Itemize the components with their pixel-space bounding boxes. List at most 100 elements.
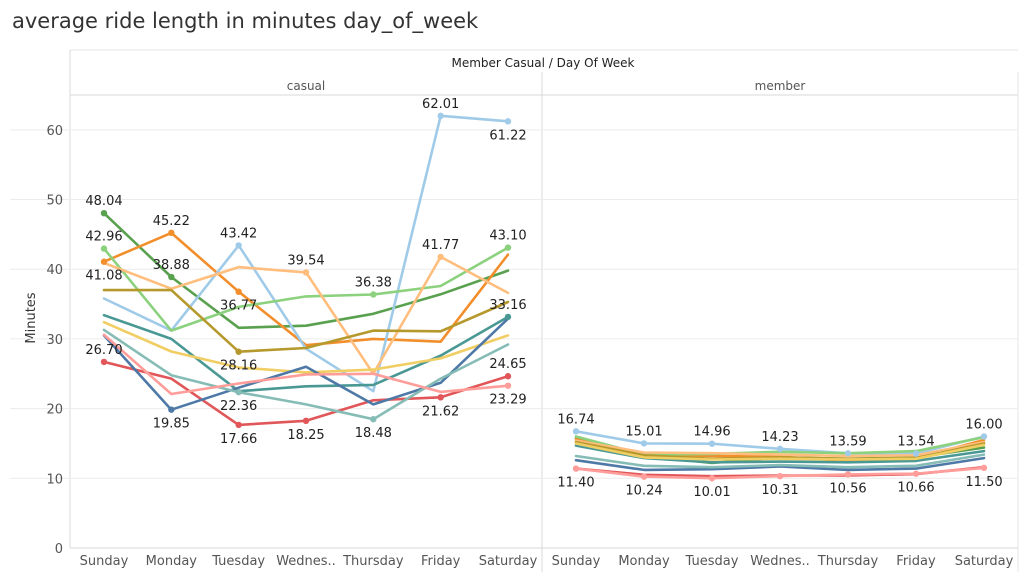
data-point bbox=[370, 416, 377, 423]
data-label: 61.22 bbox=[489, 128, 526, 143]
data-point bbox=[708, 440, 716, 447]
data-label: 39.54 bbox=[287, 253, 324, 268]
data-point bbox=[235, 421, 242, 429]
chart-title: average ride length in minutes day_of_we… bbox=[12, 9, 479, 33]
data-label: 11.50 bbox=[965, 475, 1002, 490]
data-point bbox=[912, 470, 920, 477]
data-point bbox=[100, 209, 108, 217]
series-line-member-10 bbox=[574, 453, 986, 469]
y-tick-label: 20 bbox=[46, 403, 63, 418]
data-point bbox=[504, 244, 512, 251]
data-point bbox=[235, 348, 242, 355]
data-label: 14.23 bbox=[761, 430, 798, 445]
panel-headers: casual member bbox=[287, 79, 806, 93]
data-label: 18.25 bbox=[287, 428, 324, 443]
series-line-casual-3 bbox=[102, 246, 510, 332]
data-label: 42.96 bbox=[85, 230, 122, 245]
data-label: 28.16 bbox=[220, 359, 257, 374]
data-label: 16.74 bbox=[557, 412, 594, 427]
data-point bbox=[168, 229, 175, 237]
data-point bbox=[302, 417, 310, 425]
y-tick-label: 50 bbox=[46, 194, 63, 209]
data-point bbox=[370, 291, 377, 298]
y-tick-label: 0 bbox=[55, 542, 63, 557]
x-axis-ticks: Sunday Monday Tuesday Wednes.. Thursday Frida… bbox=[80, 554, 1014, 569]
data-label: 43.42 bbox=[220, 226, 257, 241]
x-tick-label: Monday bbox=[618, 554, 670, 569]
data-label: 41.08 bbox=[85, 269, 122, 284]
y-axis-ticks: 0 10 20 30 40 50 60 bbox=[46, 124, 63, 557]
data-labels: 48.04 42.96 41.08 26.70 45.22 38.88 19.85 43.42… bbox=[85, 97, 1002, 500]
data-label: 24.65 bbox=[489, 357, 526, 372]
data-point bbox=[168, 406, 175, 413]
data-label: 15.01 bbox=[625, 424, 662, 439]
data-label: 10.01 bbox=[693, 485, 730, 500]
data-label: 21.62 bbox=[422, 404, 459, 419]
data-point bbox=[504, 118, 512, 125]
data-point bbox=[776, 472, 784, 480]
data-point bbox=[572, 465, 580, 472]
series-line-casual-10 bbox=[102, 328, 510, 421]
series-line-member-9 bbox=[574, 456, 986, 472]
data-label: 36.38 bbox=[355, 275, 392, 290]
data-point bbox=[235, 242, 242, 249]
series-line-casual-6 bbox=[102, 313, 510, 393]
panel-header-casual: casual bbox=[287, 79, 326, 93]
data-label: 41.77 bbox=[422, 238, 459, 253]
x-tick-label: Tuesday bbox=[211, 554, 265, 569]
data-label: 13.59 bbox=[829, 434, 866, 449]
x-tick-label: Sunday bbox=[552, 554, 601, 569]
data-point bbox=[437, 112, 444, 120]
x-tick-label: Thursday bbox=[342, 554, 404, 569]
y-tick-label: 30 bbox=[46, 333, 63, 348]
data-label: 18.48 bbox=[355, 426, 392, 441]
series-line-casual-5 bbox=[102, 288, 510, 354]
data-point bbox=[168, 273, 175, 281]
data-point bbox=[437, 394, 444, 401]
data-point bbox=[100, 245, 108, 252]
top-header-label: Member Casual / Day Of Week bbox=[452, 56, 635, 70]
data-label: 38.88 bbox=[153, 258, 190, 273]
x-tick-label: Sunday bbox=[80, 554, 129, 569]
data-point bbox=[844, 471, 852, 478]
data-point bbox=[980, 464, 988, 472]
y-tick-label: 40 bbox=[46, 263, 63, 278]
data-point bbox=[504, 373, 512, 380]
data-point bbox=[572, 428, 580, 435]
data-label: 10.66 bbox=[897, 481, 934, 496]
data-point bbox=[640, 440, 648, 447]
data-label: 11.40 bbox=[557, 476, 594, 491]
series-line-casual-7 bbox=[102, 320, 510, 374]
data-label: 17.66 bbox=[220, 432, 257, 447]
data-label: 10.56 bbox=[829, 481, 866, 496]
data-point bbox=[844, 450, 852, 457]
data-point bbox=[100, 258, 108, 265]
data-label: 13.54 bbox=[897, 435, 934, 450]
data-label: 23.29 bbox=[489, 393, 526, 408]
data-label: 26.70 bbox=[85, 343, 122, 358]
data-label: 62.01 bbox=[422, 97, 459, 112]
y-axis-label: Minutes bbox=[24, 292, 39, 343]
data-point bbox=[302, 269, 310, 276]
x-tick-label: Saturday bbox=[955, 554, 1014, 569]
x-tick-label: Saturday bbox=[479, 554, 538, 569]
data-label: 14.96 bbox=[693, 425, 730, 440]
data-point bbox=[912, 450, 920, 457]
data-label: 10.24 bbox=[625, 484, 662, 499]
x-tick-label: Tuesday bbox=[685, 554, 739, 569]
data-point bbox=[235, 388, 242, 396]
series-line-member-7 bbox=[574, 442, 986, 461]
data-label: 22.36 bbox=[220, 399, 257, 414]
data-point bbox=[504, 382, 512, 389]
data-label: 33.16 bbox=[489, 298, 526, 313]
series-points bbox=[100, 112, 988, 482]
x-tick-label: Friday bbox=[896, 554, 936, 569]
series-line-casual-11 bbox=[102, 333, 510, 396]
data-label: 10.31 bbox=[761, 483, 798, 498]
y-tick-label: 10 bbox=[46, 472, 63, 487]
panel-header-member: member bbox=[755, 79, 806, 93]
data-label: 45.22 bbox=[153, 214, 190, 229]
data-label: 43.10 bbox=[489, 229, 526, 244]
data-point bbox=[437, 253, 444, 261]
